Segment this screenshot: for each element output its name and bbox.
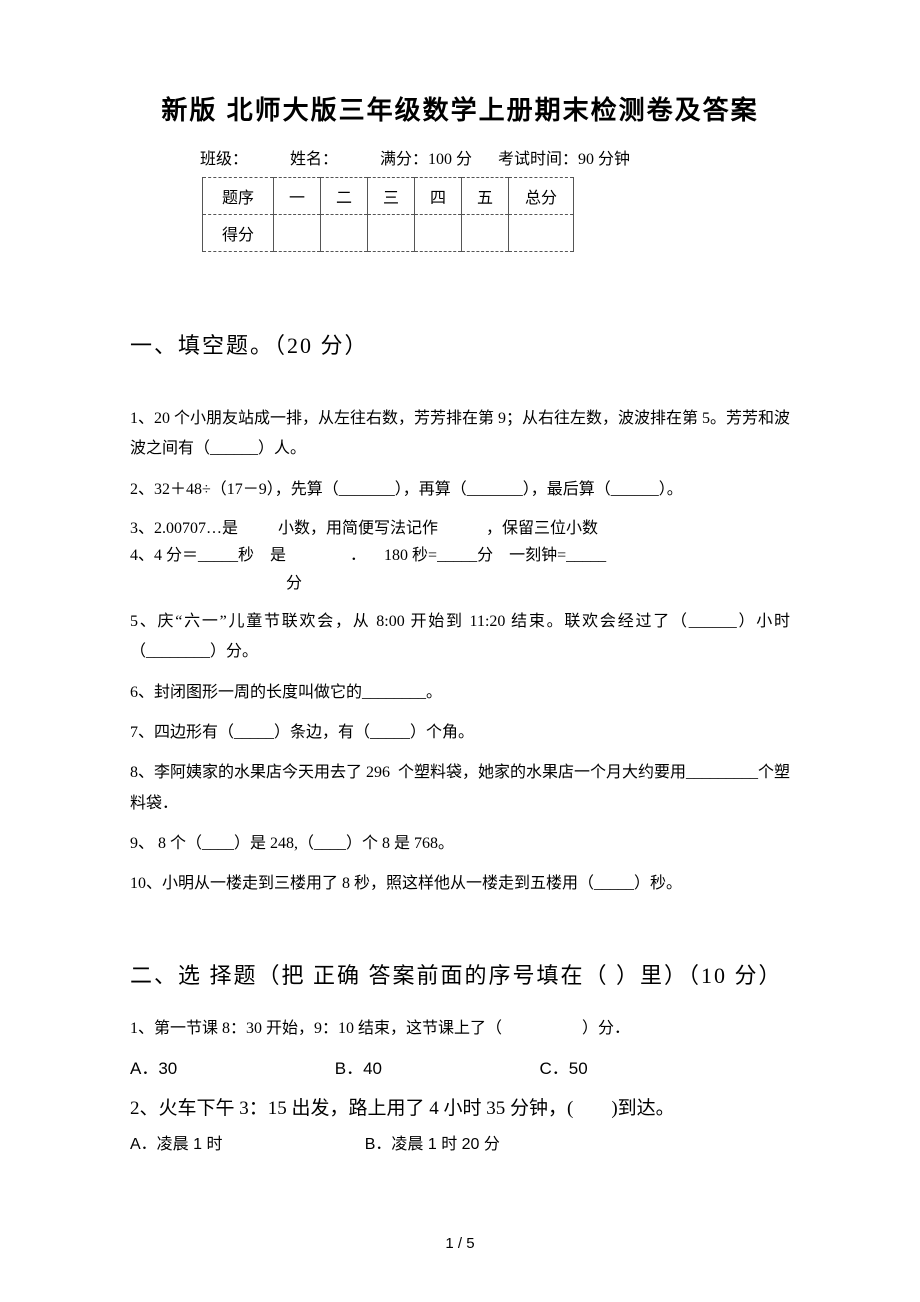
question-3-4: 3、2.00707…是 小数，用简便写法记作 ，保留三位小数 4、4 分＝___… <box>130 515 790 597</box>
section-1-heading: 一、填空题。（20 分） <box>130 328 790 360</box>
full-marks: 满分：100 分 <box>380 145 472 169</box>
q3-part-d: 是 <box>270 547 286 564</box>
q3-part-c: ，保留三位小数 <box>486 520 598 537</box>
table-cell <box>274 215 321 252</box>
s2-q1-options: A．30 B．40 C．50 <box>130 1054 790 1079</box>
question-5: 5、庆“六一”儿童节联欢会，从 8:00 开始到 11:20 结束。联欢会经过了… <box>130 607 790 668</box>
class-label: 班级： <box>200 145 248 169</box>
table-cell: 二 <box>321 178 368 215</box>
table-cell <box>321 215 368 252</box>
table-cell: 三 <box>368 178 415 215</box>
table-cell <box>509 215 574 252</box>
s2-question-1: 1、第一节课 8：30 开始，9：10 结束，这节课上了（ ）分． <box>130 1014 790 1044</box>
table-cell: 总分 <box>509 178 574 215</box>
page-title: 新版 北师大版三年级数学上册期末检测卷及答案 <box>130 90 790 127</box>
s2-q2-options: A．凌晨 1 时 B．凌晨 1 时 20 分 <box>130 1130 790 1154</box>
table-cell: 得分 <box>203 215 274 252</box>
question-7: 7、四边形有（_____）条边，有（_____）个角。 <box>130 718 790 748</box>
page-footer: 1 / 5 <box>0 1235 920 1252</box>
question-2: 2、32＋48÷（17－9），先算（_______），再算（_______），最… <box>130 475 790 505</box>
question-9: 9、 8 个（____）是 248,（____）个 8 是 768。 <box>130 829 790 859</box>
question-8: 8、李阿姨家的水果店今天用去了 296 个塑料袋，她家的水果店一个月大约要用__… <box>130 758 790 819</box>
question-6: 6、封闭图形一周的长度叫做它的________。 <box>130 678 790 708</box>
page: 新版 北师大版三年级数学上册期末检测卷及答案 班级： 姓名： 满分：100 分 … <box>0 0 920 1302</box>
name-label: 姓名： <box>290 145 338 169</box>
option-a: A．凌晨 1 时 <box>130 1130 360 1154</box>
q4-part-a: 4、4 分＝_____秒 <box>130 547 254 564</box>
q3-part-a: 3、2.00707…是 <box>130 520 238 537</box>
q4-part-b: 180 秒=_____分 一刻钟=_____ <box>384 547 606 564</box>
option-b: B．凌晨 1 时 20 分 <box>365 1130 500 1154</box>
score-table: 题序 一 二 三 四 五 总分 得分 <box>202 177 574 252</box>
section-2-heading: 二、选 择题（把 正确 答案前面的序号填在（ ）里）（10 分） <box>130 958 790 990</box>
table-cell: 题序 <box>203 178 274 215</box>
q3-part-b: 小数，用简便写法记作 <box>278 520 438 537</box>
table-row: 题序 一 二 三 四 五 总分 <box>203 178 574 215</box>
question-10: 10、小明从一楼走到三楼用了 8 秒，照这样他从一楼走到五楼用（_____）秒。 <box>130 869 790 899</box>
option-b: B．40 <box>335 1054 535 1079</box>
duration: 考试时间：90 分钟 <box>498 145 630 169</box>
exam-info-line: 班级： 姓名： 满分：100 分 考试时间：90 分钟 <box>130 145 790 169</box>
table-row: 得分 <box>203 215 574 252</box>
s2-question-2: 2、火车下午 3：15 出发，路上用了 4 小时 35 分钟，( )到达。 <box>130 1093 790 1120</box>
table-cell <box>462 215 509 252</box>
table-cell: 四 <box>415 178 462 215</box>
table-cell: 五 <box>462 178 509 215</box>
table-cell <box>368 215 415 252</box>
option-c: C．50 <box>539 1054 587 1079</box>
table-cell: 一 <box>274 178 321 215</box>
table-cell <box>415 215 462 252</box>
question-1: 1、20 个小朋友站成一排，从左往右数，芳芳排在第 9；从右往左数，波波排在第 … <box>130 404 790 465</box>
q4-part-c: 分 <box>286 575 302 592</box>
q3-part-e: ． <box>350 547 366 564</box>
option-a: A．30 <box>130 1054 330 1079</box>
